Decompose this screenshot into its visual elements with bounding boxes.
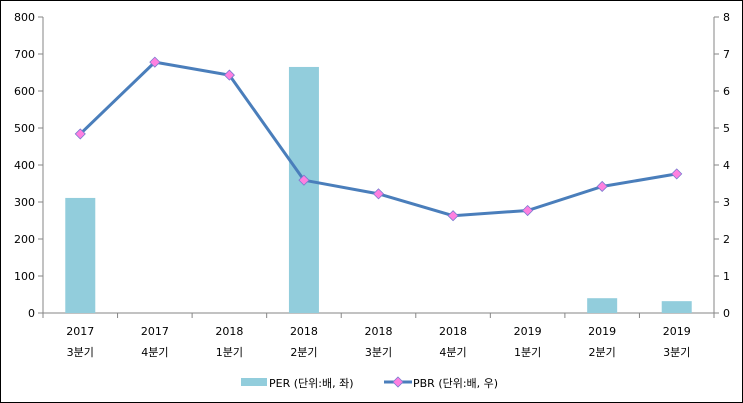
x-tick-label-year: 2019 [588, 325, 616, 338]
legend-pbr-marker [392, 376, 404, 388]
x-tick-label-year: 2019 [514, 325, 542, 338]
legend-pbr-label: PBR (단위:배, 우) [413, 377, 498, 390]
left-tick-label: 200 [14, 233, 35, 246]
pbr-marker [298, 174, 310, 186]
pbr-marker [596, 180, 608, 193]
right-tick-label: 5 [723, 122, 730, 135]
pbr-marker [522, 204, 534, 217]
x-tick-label-quarter: 3분기 [67, 346, 94, 359]
x-tick-label-quarter: 2분기 [589, 346, 616, 359]
x-tick-label-year: 2019 [663, 325, 691, 338]
x-tick-label-year: 2018 [290, 325, 318, 338]
left-tick-label: 400 [14, 159, 35, 172]
x-tick-label-year: 2017 [141, 325, 169, 338]
right-tick-label: 1 [723, 270, 730, 283]
left-tick-label: 300 [14, 196, 35, 209]
pbr-marker [671, 168, 683, 180]
right-tick-label: 3 [723, 196, 730, 209]
x-tick-label-quarter: 3분기 [663, 346, 690, 359]
pbr-marker [372, 188, 385, 200]
x-tick-label-quarter: 4분기 [439, 346, 466, 359]
left-tick-label: 100 [14, 270, 35, 283]
x-tick-label-quarter: 3분기 [365, 346, 392, 359]
right-tick-label: 4 [723, 159, 730, 172]
right-tick-label: 6 [723, 85, 730, 98]
x-tick-label-quarter: 2분기 [290, 346, 317, 359]
pbr-marker [447, 210, 459, 222]
legend-per-swatch [241, 378, 267, 386]
x-tick-label-quarter: 1분기 [514, 346, 541, 359]
left-tick-label: 800 [14, 11, 35, 24]
per-bar [661, 301, 692, 313]
pbr-marker [149, 56, 161, 68]
right-tick-label: 2 [723, 233, 730, 246]
pbr-marker [223, 69, 235, 81]
left-tick-label: 600 [14, 85, 35, 98]
x-tick-label-year: 2018 [215, 325, 243, 338]
pbr-marker [74, 128, 86, 140]
right-tick-label: 0 [723, 307, 730, 320]
x-tick-label-year: 2018 [365, 325, 393, 338]
right-tick-label: 7 [723, 48, 730, 61]
per-bar [65, 197, 96, 313]
left-tick-label: 0 [28, 307, 35, 320]
x-tick-label-year: 2018 [439, 325, 467, 338]
x-tick-label-quarter: 1분기 [216, 346, 243, 359]
x-tick-label-quarter: 4분기 [141, 346, 168, 359]
per-bar [587, 298, 618, 313]
left-tick-label: 700 [14, 48, 35, 61]
right-tick-label: 8 [723, 11, 730, 24]
left-tick-label: 500 [14, 122, 35, 135]
per-bar [288, 66, 319, 313]
legend-per-label: PER (단위:배, 좌) [269, 377, 354, 390]
x-tick-label-year: 2017 [66, 325, 94, 338]
